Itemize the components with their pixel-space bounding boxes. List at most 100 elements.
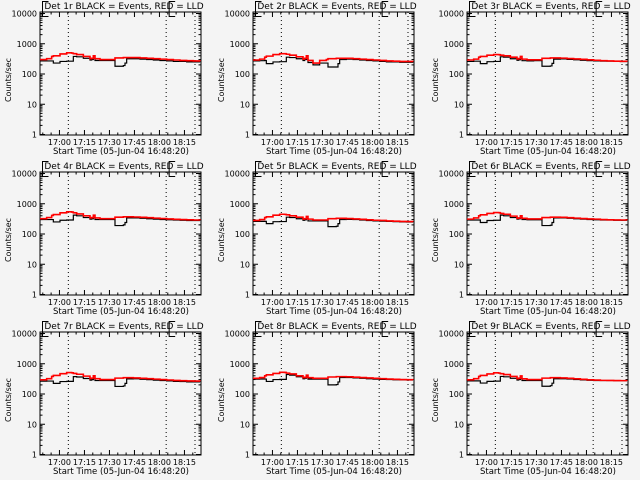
x-tick-label: 17:30 <box>98 138 121 147</box>
x-tick-label: 17:45 <box>123 138 146 147</box>
panel-title: Det 2r BLACK = Events, RED = LLD <box>257 2 416 12</box>
panel-7: Det 7r BLACK = Events, RED = LLD 1 10 100 10… <box>4 321 204 477</box>
plot-frame <box>39 171 202 296</box>
x-tick-label: 18:15 <box>600 298 623 307</box>
y-tick-label: 1 <box>245 291 250 300</box>
y-tick-label: 1 <box>245 451 250 460</box>
series-line-events <box>40 214 201 227</box>
y-tick-label: 10 <box>454 260 464 269</box>
panel-8: Det 8r BLACK = Events, RED = LLD 1 10 100 10… <box>217 321 417 477</box>
x-axis-label: Start Time (05-Jun-04 16:48:20) <box>480 307 616 317</box>
x-tick-label: 17:45 <box>550 298 573 307</box>
y-tick-label: 1000 <box>17 40 37 49</box>
panel-title: Det 5r BLACK = Events, RED = LLD <box>257 162 416 172</box>
series-line-lld <box>253 213 414 223</box>
panel-9: Det 9r BLACK = Events, RED = LLD 1 10 100 10… <box>431 321 631 477</box>
plot-frame <box>252 11 415 136</box>
bracket-marker <box>168 161 176 177</box>
x-tick-label: 17:15 <box>500 298 523 307</box>
x-tick-label: 18:15 <box>386 298 409 307</box>
y-tick-label: 10000 <box>439 170 464 179</box>
plot-frame <box>466 331 629 456</box>
series-line-lld <box>467 53 628 63</box>
y-tick-label: 100 <box>235 230 250 239</box>
series-line-lld <box>467 211 628 221</box>
x-tick-label: 17:15 <box>73 458 96 467</box>
y-tick-label: 10 <box>454 100 464 109</box>
bracket-marker <box>595 321 603 337</box>
y-tick-label: 10 <box>240 260 250 269</box>
y-tick-label: 100 <box>449 390 464 399</box>
bracket-marker <box>469 321 476 337</box>
x-tick-label: 17:30 <box>98 458 121 467</box>
y-tick-label: 1000 <box>444 360 464 369</box>
x-tick-label: 17:15 <box>286 138 309 147</box>
x-tick-label: 17:15 <box>500 458 523 467</box>
x-tick-label: 17:30 <box>98 298 121 307</box>
bracket-marker <box>469 161 476 177</box>
x-tick-label: 18:00 <box>148 138 171 147</box>
x-tick-label: 17:45 <box>336 298 359 307</box>
plot-frame <box>252 331 415 456</box>
series-line-lld <box>40 211 201 221</box>
bracket-marker <box>255 321 262 337</box>
y-axis-label: Counts/sec <box>217 58 226 102</box>
panel-5: Det 5r BLACK = Events, RED = LLD 1 10 100 10… <box>217 161 417 317</box>
y-axis-label: Counts/sec <box>431 58 440 102</box>
x-tick-label: 17:45 <box>336 458 359 467</box>
panel-title: Det 9r BLACK = Events, RED = LLD <box>471 322 630 332</box>
x-tick-label: 17:15 <box>286 458 309 467</box>
y-tick-label: 100 <box>235 70 250 79</box>
x-tick-label: 18:00 <box>575 298 598 307</box>
bracket-marker <box>469 1 476 17</box>
bracket-marker <box>381 321 389 337</box>
series-line-events <box>40 376 201 388</box>
x-tick-label: 18:00 <box>148 298 171 307</box>
x-tick-label: 17:00 <box>48 298 71 307</box>
bracket-marker <box>595 1 603 17</box>
x-tick-label: 17:45 <box>550 138 573 147</box>
x-tick-label: 17:45 <box>550 458 573 467</box>
bracket-marker <box>255 161 262 177</box>
y-tick-label: 10 <box>27 100 37 109</box>
series-line-lld <box>253 371 414 381</box>
x-axis-label: Start Time (05-Jun-04 16:48:20) <box>53 147 189 157</box>
panel-title: Det 1r BLACK = Events, RED = LLD <box>44 2 203 12</box>
x-tick-label: 18:00 <box>575 138 598 147</box>
series-line-events <box>40 55 201 67</box>
x-tick-label: 18:00 <box>361 458 384 467</box>
x-tick-label: 18:15 <box>173 298 196 307</box>
y-tick-label: 1000 <box>17 200 37 209</box>
y-tick-label: 100 <box>449 230 464 239</box>
panel-title: Det 3r BLACK = Events, RED = LLD <box>471 2 630 12</box>
y-axis-label: Counts/sec <box>217 378 226 422</box>
bracket-marker <box>168 321 176 337</box>
y-tick-label: 10000 <box>12 330 37 339</box>
x-tick-label: 17:30 <box>525 458 548 467</box>
y-tick-label: 100 <box>22 390 37 399</box>
x-axis-label: Start Time (05-Jun-04 16:48:20) <box>266 307 402 317</box>
y-tick-label: 1000 <box>230 360 250 369</box>
y-tick-label: 10000 <box>12 10 37 19</box>
y-tick-label: 100 <box>22 230 37 239</box>
x-tick-label: 17:15 <box>500 138 523 147</box>
x-tick-label: 17:45 <box>336 138 359 147</box>
x-tick-label: 18:00 <box>361 138 384 147</box>
x-tick-label: 17:30 <box>311 298 334 307</box>
x-tick-label: 18:15 <box>600 138 623 147</box>
x-tick-label: 18:15 <box>386 138 409 147</box>
x-tick-label: 18:15 <box>173 458 196 467</box>
bracket-marker <box>42 321 49 337</box>
x-tick-label: 17:00 <box>261 458 284 467</box>
y-tick-label: 10000 <box>225 10 250 19</box>
y-tick-label: 100 <box>22 70 37 79</box>
bracket-marker <box>381 161 389 177</box>
series-line-lld <box>467 372 628 382</box>
y-tick-label: 1 <box>459 291 464 300</box>
y-tick-label: 1000 <box>444 200 464 209</box>
plot-frame <box>466 171 629 296</box>
y-tick-label: 1 <box>245 131 250 140</box>
series-line-lld <box>40 52 201 62</box>
y-axis-label: Counts/sec <box>217 218 226 262</box>
